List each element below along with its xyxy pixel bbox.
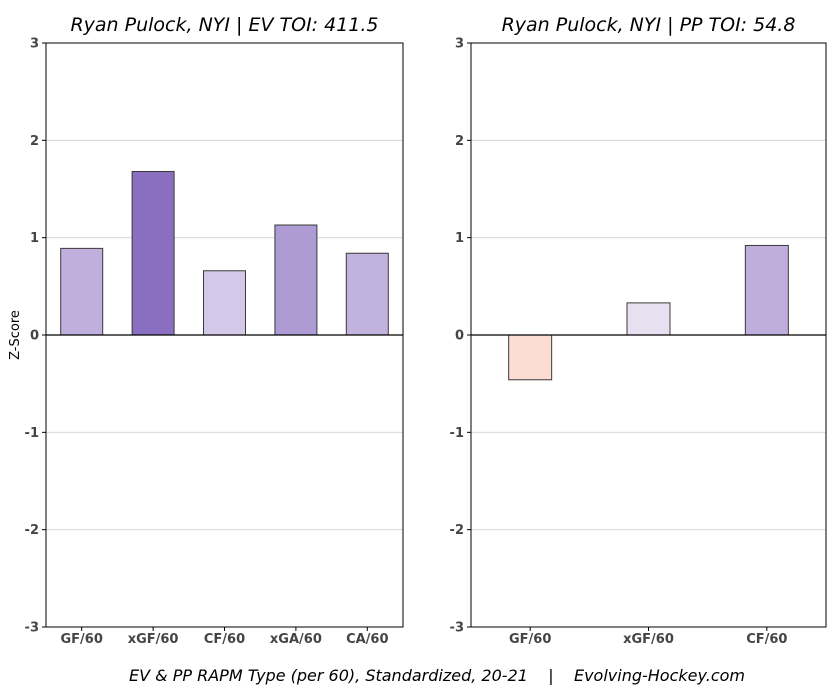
ev-bar-gf-60 bbox=[60, 247, 104, 336]
ev-y-axis-label: Z-Score bbox=[8, 310, 23, 360]
pp-y-tick-label-1: -2 bbox=[450, 523, 464, 538]
pp-y-tick-label-5: 2 bbox=[455, 134, 464, 149]
ev-y-tick-label-1: -2 bbox=[25, 523, 39, 538]
pp-chart-panel: -3 -2 -1 0 1 2 3 GF/60 xGF/60 CF/60 Ryan Pulock, N… bbox=[450, 14, 827, 647]
ev-bar-xgf-60 bbox=[131, 170, 175, 336]
ev-bar-cf-60 bbox=[203, 270, 246, 336]
pp-plot-frame bbox=[470, 42, 827, 628]
ev-bar-ca-60 bbox=[345, 252, 389, 336]
ev-x-tick-label-0: GF/60 bbox=[61, 632, 103, 647]
ev-y-tick-label-3: 0 bbox=[30, 329, 39, 344]
pp-x-tick-label-0: GF/60 bbox=[509, 632, 551, 647]
chart-caption: EV & PP RAPM Type (per 60), Standardized… bbox=[129, 666, 745, 685]
pp-y-tick-label-6: 3 bbox=[455, 37, 464, 52]
ev-plot-frame bbox=[45, 42, 404, 628]
pp-chart-title: Ryan Pulock, NYI | PP TOI: 54.8 bbox=[502, 14, 796, 36]
ev-y-tick-label-5: 2 bbox=[30, 134, 39, 149]
ev-y-tick-label-6: 3 bbox=[30, 37, 39, 52]
ev-chart-title: Ryan Pulock, NYI | EV TOI: 411.5 bbox=[70, 14, 378, 36]
pp-x-tick-label-1: xGF/60 bbox=[623, 632, 674, 647]
pp-y-tick-label-2: -1 bbox=[450, 426, 464, 441]
ev-x-tick-label-2: CF/60 bbox=[204, 632, 245, 647]
ev-chart-panel: -3 -2 -1 0 1 2 3 GF/60 xGF/60 CF/60 xGA/60 CA/60 Rya… bbox=[8, 14, 404, 647]
pp-bar-xgf-60 bbox=[626, 302, 671, 336]
pp-x-tick-label-2: CF/60 bbox=[746, 632, 787, 647]
ev-bar-xga-60 bbox=[274, 224, 318, 336]
pp-y-tick-label-0: -3 bbox=[450, 621, 464, 636]
ev-y-tick-label-2: -1 bbox=[25, 426, 39, 441]
pp-y-tick-label-3: 0 bbox=[455, 329, 464, 344]
ev-x-tick-label-1: xGF/60 bbox=[128, 632, 179, 647]
ev-x-tick-label-4: CA/60 bbox=[346, 632, 388, 647]
pp-y-tick-label-4: 1 bbox=[455, 231, 464, 246]
ev-x-tick-label-3: xGA/60 bbox=[270, 632, 322, 647]
ev-y-tick-label-0: -3 bbox=[25, 621, 39, 636]
pp-bar-gf-60 bbox=[508, 334, 553, 381]
ev-y-tick-label-4: 1 bbox=[30, 231, 39, 246]
pp-bar-cf-60 bbox=[744, 244, 789, 336]
